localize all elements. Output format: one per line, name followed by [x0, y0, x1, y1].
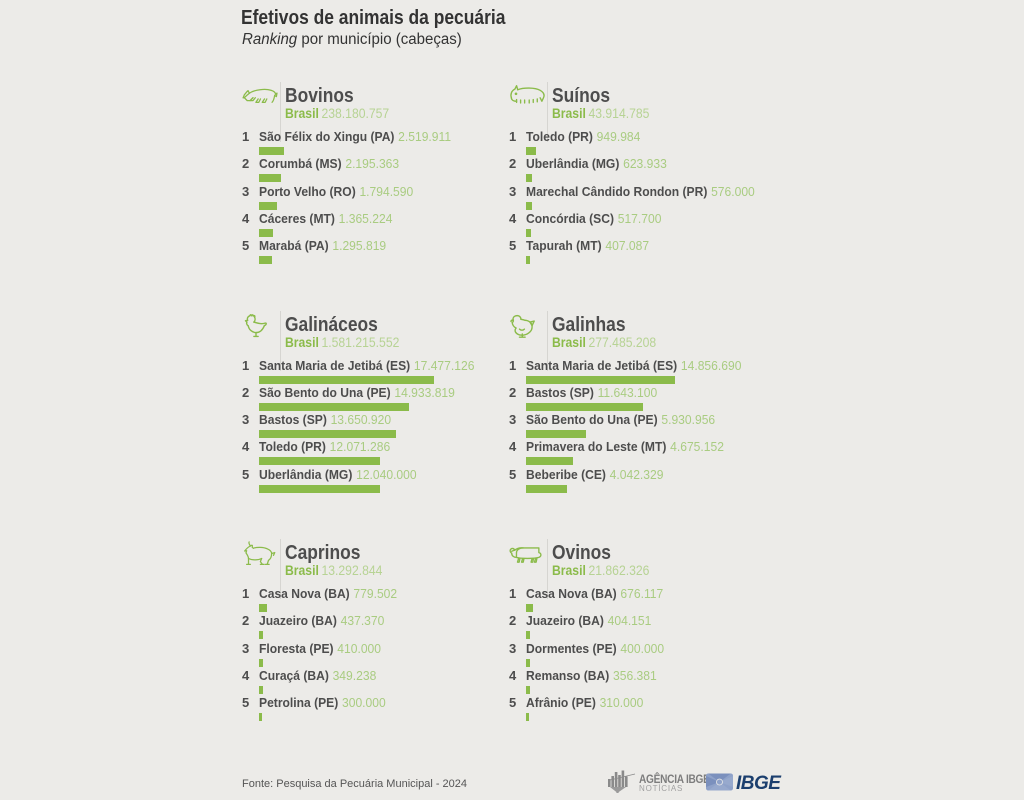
svg-text:IBGE: IBGE [736, 773, 782, 792]
svg-text:NOTÍCIAS: NOTÍCIAS [639, 784, 683, 793]
